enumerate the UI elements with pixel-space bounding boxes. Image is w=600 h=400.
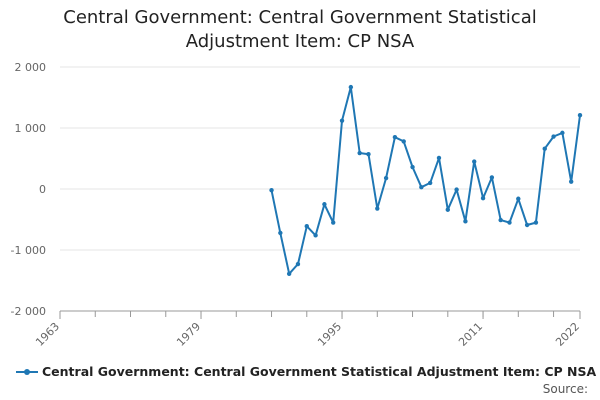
- y-tick-label: 0: [39, 183, 46, 196]
- series-layer: [269, 84, 583, 276]
- chart-title-line-1: Central Government: Central Government S…: [63, 7, 537, 28]
- data-point: [278, 230, 283, 236]
- legend-swatch: [16, 367, 38, 377]
- data-point: [524, 222, 530, 228]
- data-point: [295, 261, 301, 267]
- data-point: [410, 164, 415, 170]
- data-point: [480, 195, 486, 201]
- chart-title-line-2: Adjustment Item: CP NSA: [185, 31, 415, 52]
- data-point: [551, 134, 556, 139]
- data-point: [419, 184, 424, 190]
- chart-title: Central Government: Central Government S…: [0, 6, 600, 54]
- x-tick-label: 2022: [553, 320, 582, 349]
- legend-label: Central Government: Central Government S…: [42, 364, 597, 379]
- data-point: [472, 159, 477, 164]
- data-point: [383, 175, 389, 181]
- data-point: [392, 134, 398, 140]
- data-point: [516, 196, 521, 201]
- axis-layer: -2 000 -1 000 0 1 000 2 000 1963 1979 1995 2011 2…: [11, 61, 583, 349]
- data-point: [331, 220, 336, 225]
- x-tick-label: 2011: [456, 320, 485, 349]
- grid-layer: [60, 66, 580, 312]
- data-point: [286, 271, 292, 276]
- data-point: [489, 175, 495, 180]
- data-point: [445, 207, 450, 212]
- x-tick-label: 1995: [315, 320, 344, 349]
- legend-dot-icon: [24, 368, 30, 375]
- data-point: [427, 180, 433, 186]
- data-point: [568, 179, 574, 184]
- y-tick-label: 1 000: [15, 122, 47, 135]
- data-point: [304, 224, 309, 229]
- data-point: [577, 112, 583, 118]
- data-point: [357, 150, 362, 156]
- data-point: [366, 152, 371, 157]
- data-point: [322, 202, 327, 207]
- data-point: [348, 84, 354, 90]
- data-point: [269, 188, 274, 193]
- x-tick-label: 1963: [33, 320, 62, 349]
- x-tick-label: 1979: [174, 320, 203, 349]
- data-point: [436, 155, 442, 161]
- data-point: [375, 206, 380, 211]
- series-line: [270, 86, 581, 275]
- data-point: [542, 146, 547, 151]
- y-tick-label: -2 000: [11, 305, 46, 318]
- data-point: [533, 220, 539, 225]
- data-point: [560, 130, 565, 136]
- data-point: [313, 233, 318, 238]
- y-tick-label: 2 000: [15, 61, 47, 74]
- legend[interactable]: Central Government: Central Government S…: [16, 364, 596, 379]
- data-point: [454, 187, 459, 192]
- y-tick-label: -1 000: [11, 244, 46, 257]
- data-point: [339, 118, 345, 123]
- data-point: [463, 219, 468, 224]
- data-point: [498, 217, 503, 223]
- data-point: [507, 220, 512, 225]
- data-point: [401, 139, 406, 144]
- source-label: Source:: [542, 382, 588, 396]
